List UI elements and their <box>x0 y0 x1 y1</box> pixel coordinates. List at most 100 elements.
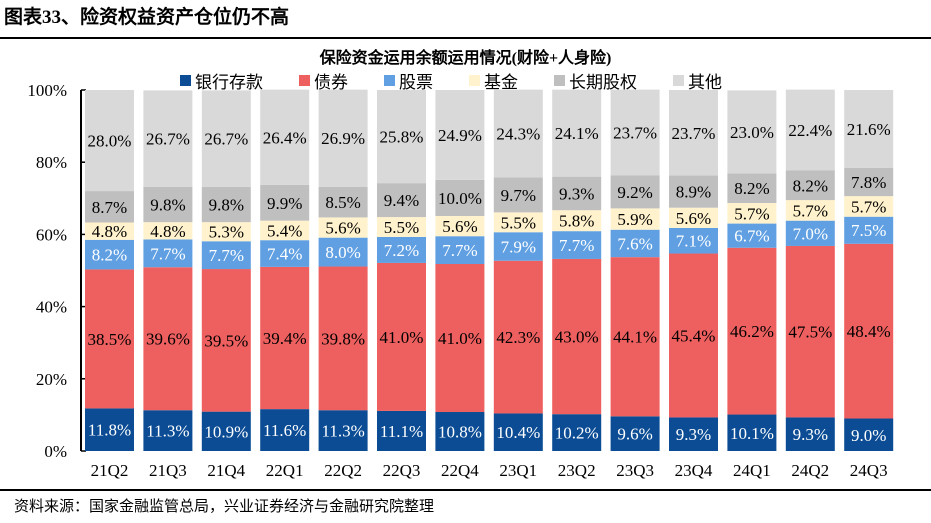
bar-segment <box>260 89 310 185</box>
bar-segment <box>377 262 426 411</box>
y-tick-label: 60% <box>36 225 67 244</box>
data-label: 11.1% <box>380 422 423 441</box>
bar-segment <box>260 266 310 410</box>
legend-label: 债券 <box>314 73 348 92</box>
legend-item: 长期股权 <box>554 68 637 93</box>
bar-segment <box>85 222 134 240</box>
bar-segment <box>260 220 310 241</box>
data-label: 11.3% <box>321 422 364 441</box>
bar-segment <box>318 410 368 451</box>
data-label: 7.1% <box>676 232 711 251</box>
legend-label: 长期股权 <box>569 73 637 92</box>
bar-segment <box>727 202 777 224</box>
bar-segment <box>201 269 251 412</box>
bar-segment <box>785 89 835 171</box>
bar-segment <box>143 90 193 187</box>
bar-segment <box>377 217 426 237</box>
bar-segment <box>669 207 718 228</box>
data-label: 23.0% <box>730 123 774 142</box>
data-label: 9.2% <box>617 183 652 202</box>
x-tick-label: 24Q2 <box>791 461 829 480</box>
data-label: 42.3% <box>496 328 540 347</box>
legend-item: 基金 <box>469 68 518 93</box>
data-label: 39.5% <box>204 331 248 350</box>
y-tick-label: 100% <box>27 81 67 100</box>
x-tick-label: 23Q3 <box>616 461 654 480</box>
bar-segment <box>143 410 193 451</box>
bar-segment <box>785 417 835 451</box>
bar-segment <box>260 240 310 267</box>
data-label: 9.3% <box>676 425 711 444</box>
legend-item: 其他 <box>673 68 722 93</box>
data-label: 46.2% <box>730 322 774 341</box>
bar-segment <box>435 179 485 216</box>
bar-segment <box>435 264 485 413</box>
bar-segment <box>493 413 543 451</box>
legend-label: 基金 <box>484 73 518 92</box>
bar-segment <box>552 258 602 415</box>
data-label: 23.7% <box>672 124 716 143</box>
data-label: 7.2% <box>384 241 419 260</box>
bar-segment <box>493 212 543 233</box>
bar-segment <box>610 229 660 258</box>
bar-segment <box>785 245 835 418</box>
bar-segment <box>669 417 718 451</box>
bar-segment <box>318 217 368 238</box>
data-label: 5.8% <box>559 212 594 231</box>
legend-label: 银行存款 <box>195 73 263 92</box>
data-label: 39.8% <box>321 329 365 348</box>
data-label: 7.0% <box>793 224 828 243</box>
legend-item: 债券 <box>299 68 348 93</box>
data-label: 25.8% <box>380 128 424 147</box>
x-tick-label: 22Q1 <box>266 461 304 480</box>
data-label: 26.7% <box>204 130 248 149</box>
bar-segment <box>435 236 485 265</box>
bar-segment <box>493 177 543 213</box>
bar-segment <box>85 269 134 409</box>
legend-item: 股票 <box>384 68 433 93</box>
bar-segment <box>493 260 543 414</box>
data-label: 24.3% <box>496 125 540 144</box>
data-label: 10.0% <box>438 189 482 208</box>
data-label: 5.7% <box>793 201 828 220</box>
bar-segment <box>377 236 426 263</box>
data-label: 9.3% <box>559 184 594 203</box>
bar-segment <box>260 409 310 451</box>
legend-swatch <box>299 75 310 86</box>
data-label: 44.1% <box>613 328 657 347</box>
data-label: 5.7% <box>734 204 769 223</box>
bar-segment <box>435 90 485 180</box>
data-label: 28.0% <box>88 132 132 151</box>
bar-segment <box>610 208 660 230</box>
data-label: 10.4% <box>496 423 540 442</box>
bar-segment <box>610 416 660 451</box>
data-label: 24.1% <box>555 124 599 143</box>
x-tick-label: 21Q3 <box>149 461 187 480</box>
data-label: 8.2% <box>734 179 769 198</box>
data-label: 7.9% <box>501 237 536 256</box>
data-label: 24.9% <box>438 126 482 145</box>
data-label: 5.9% <box>617 210 652 229</box>
data-label: 9.0% <box>851 426 886 445</box>
bar-segment <box>727 247 777 415</box>
source-note: 资料来源：国家金融监管总局，兴业证券经济与金融研究院整理 <box>14 499 435 515</box>
data-label: 11.6% <box>263 421 306 440</box>
bar-segment <box>85 90 134 192</box>
bar-segment <box>143 267 193 411</box>
bar-segment <box>727 173 777 203</box>
figure-title: 图表33、险资权益资产仓位仍不高 <box>4 7 290 28</box>
bar-segment <box>85 239 134 270</box>
data-label: 8.7% <box>92 198 127 217</box>
data-label: 4.8% <box>150 222 185 241</box>
bar-segment <box>552 231 602 259</box>
bar-segment <box>785 220 835 246</box>
bar-segment <box>669 90 718 176</box>
legend: 银行存款 债券 股票 基金 长期股权 其他 <box>180 68 758 93</box>
data-label: 5.5% <box>384 218 419 237</box>
data-label: 39.4% <box>263 329 307 348</box>
bar-segment <box>727 414 777 451</box>
bar-segment <box>143 186 193 223</box>
data-label: 7.8% <box>851 173 886 192</box>
bar-segment <box>377 410 426 451</box>
bar-segment <box>493 89 543 178</box>
